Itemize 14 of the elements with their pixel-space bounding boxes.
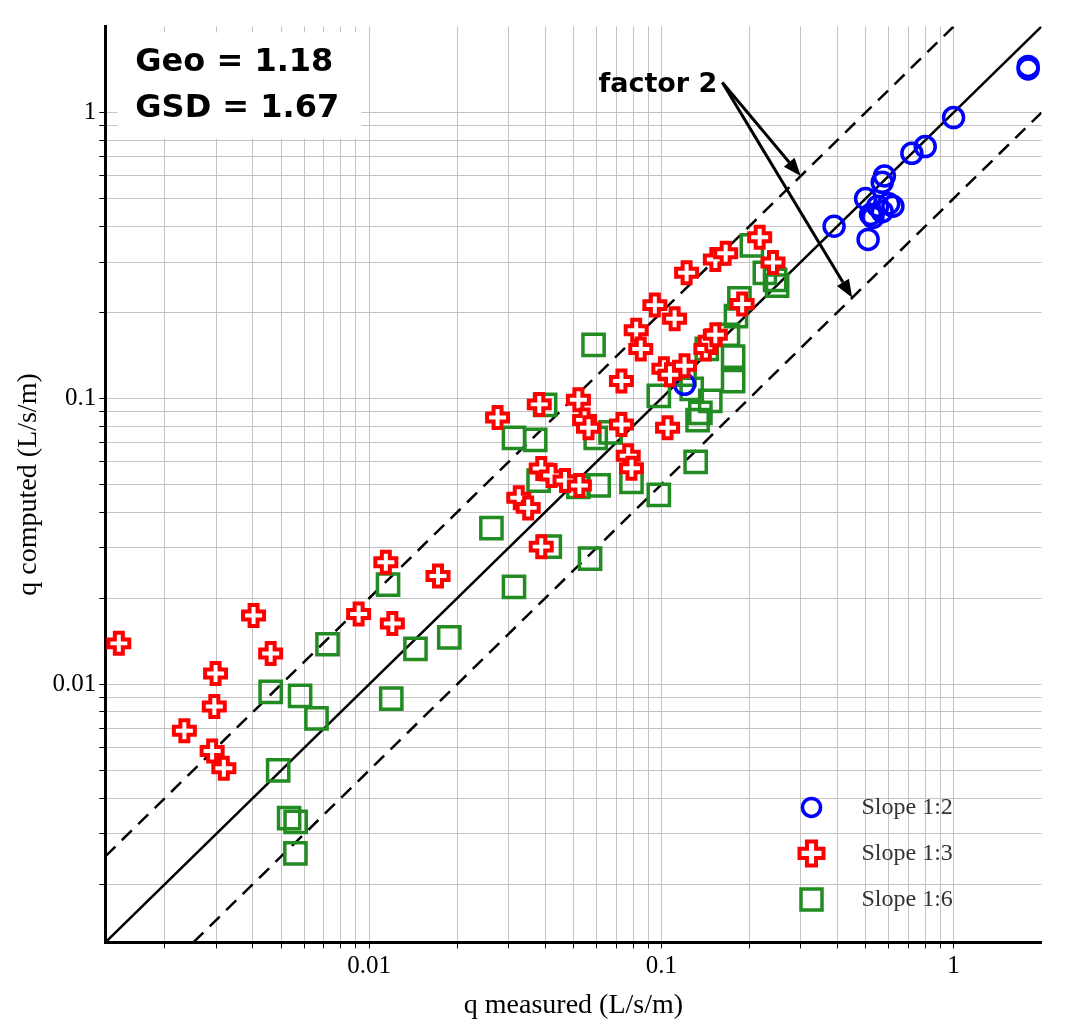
legend-label: Slope 1:6 [861,884,953,911]
x-tick-label: 0.1 [645,950,677,978]
y-axis-title: q computed (L/s/m) [11,373,43,596]
annotation: Geo = 1.18 [135,40,334,79]
legend-label: Slope 1:2 [861,792,953,819]
annotation: factor 2 [598,66,718,98]
x-tick-label: 1 [947,950,960,978]
x-tick-label: 0.01 [347,950,392,978]
y-tick-label: 0.01 [52,668,97,696]
y-tick-label: 0.1 [65,382,97,410]
y-tick-label: 1 [83,97,97,125]
annotation: GSD = 1.67 [135,86,340,125]
x-axis-title: q measured (L/s/m) [463,987,684,1019]
legend-label: Slope 1:3 [861,838,953,865]
